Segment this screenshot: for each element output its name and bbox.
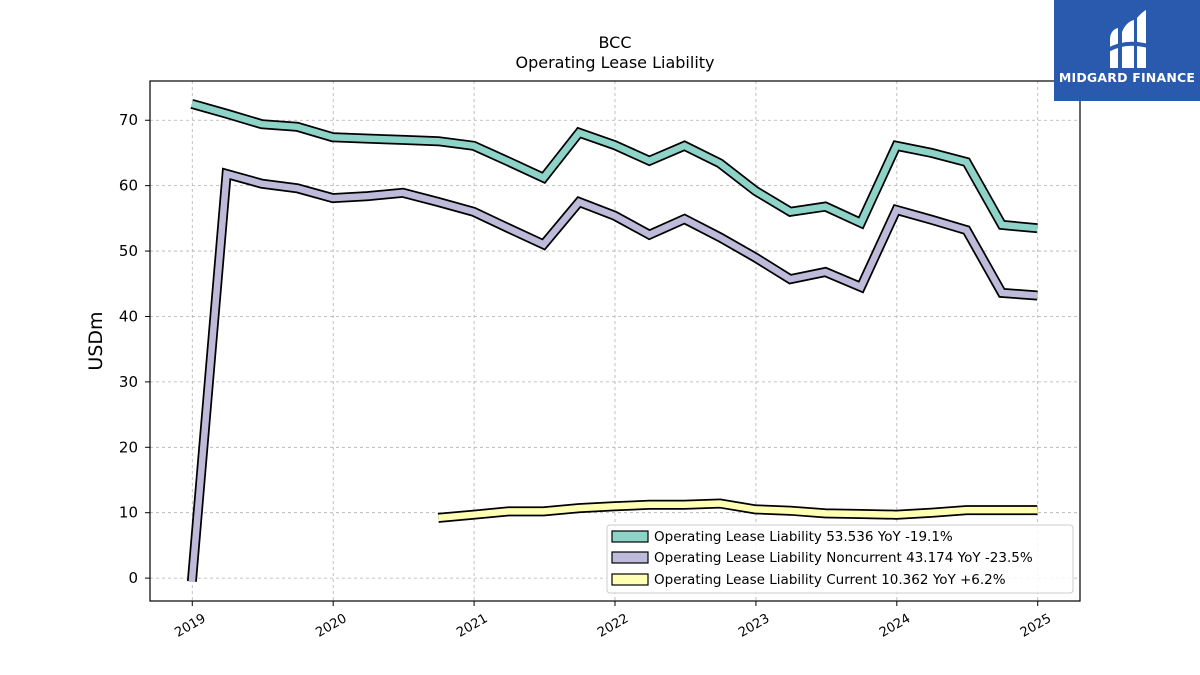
- chart-subtitle: Operating Lease Liability: [515, 53, 714, 72]
- legend-swatch-1: [611, 530, 649, 543]
- legend: Operating Lease Liability 53.536 YoY -19…: [606, 524, 1074, 594]
- chart-title: BCC: [598, 33, 631, 52]
- series-line-3: [438, 500, 1038, 522]
- y-tick-label: 20: [119, 438, 138, 456]
- legend-label-2: Operating Lease Liability Noncurrent 43.…: [654, 550, 1033, 566]
- legend-swatch-2: [611, 551, 649, 564]
- y-tick-label: 30: [119, 373, 138, 391]
- x-tick-label: 2021: [454, 611, 490, 641]
- y-tick-label: 10: [119, 504, 138, 522]
- x-tick-label: 2020: [313, 611, 349, 641]
- y-tick-label: 40: [119, 307, 138, 325]
- legend-box: [606, 524, 1074, 594]
- series-line-2: [188, 169, 1038, 582]
- series-line-1: [191, 100, 1038, 232]
- logo-text: MIDGARD FINANCE: [1058, 70, 1196, 85]
- logo-mark-icon: [1107, 10, 1149, 68]
- y-tick-label: 50: [119, 242, 138, 260]
- y-tick-label: 60: [119, 177, 138, 195]
- x-tick-label: 2023: [736, 611, 772, 641]
- y-tick-label: 0: [128, 569, 138, 587]
- x-tick-label: 2019: [172, 611, 208, 641]
- x-tick-label: 2022: [595, 611, 631, 641]
- series-layer: [186, 99, 1038, 582]
- y-axis-label: USDm: [85, 311, 107, 370]
- y-tick-label: 70: [119, 111, 138, 129]
- legend-swatch-3: [611, 573, 649, 586]
- x-tick-label: 2025: [1018, 611, 1054, 641]
- legend-label-1: Operating Lease Liability 53.536 YoY -19…: [654, 529, 953, 545]
- x-tick-label: 2024: [877, 611, 913, 641]
- legend-label-3: Operating Lease Liability Current 10.362…: [654, 572, 1006, 588]
- brand-logo: MIDGARD FINANCE: [1054, 0, 1200, 101]
